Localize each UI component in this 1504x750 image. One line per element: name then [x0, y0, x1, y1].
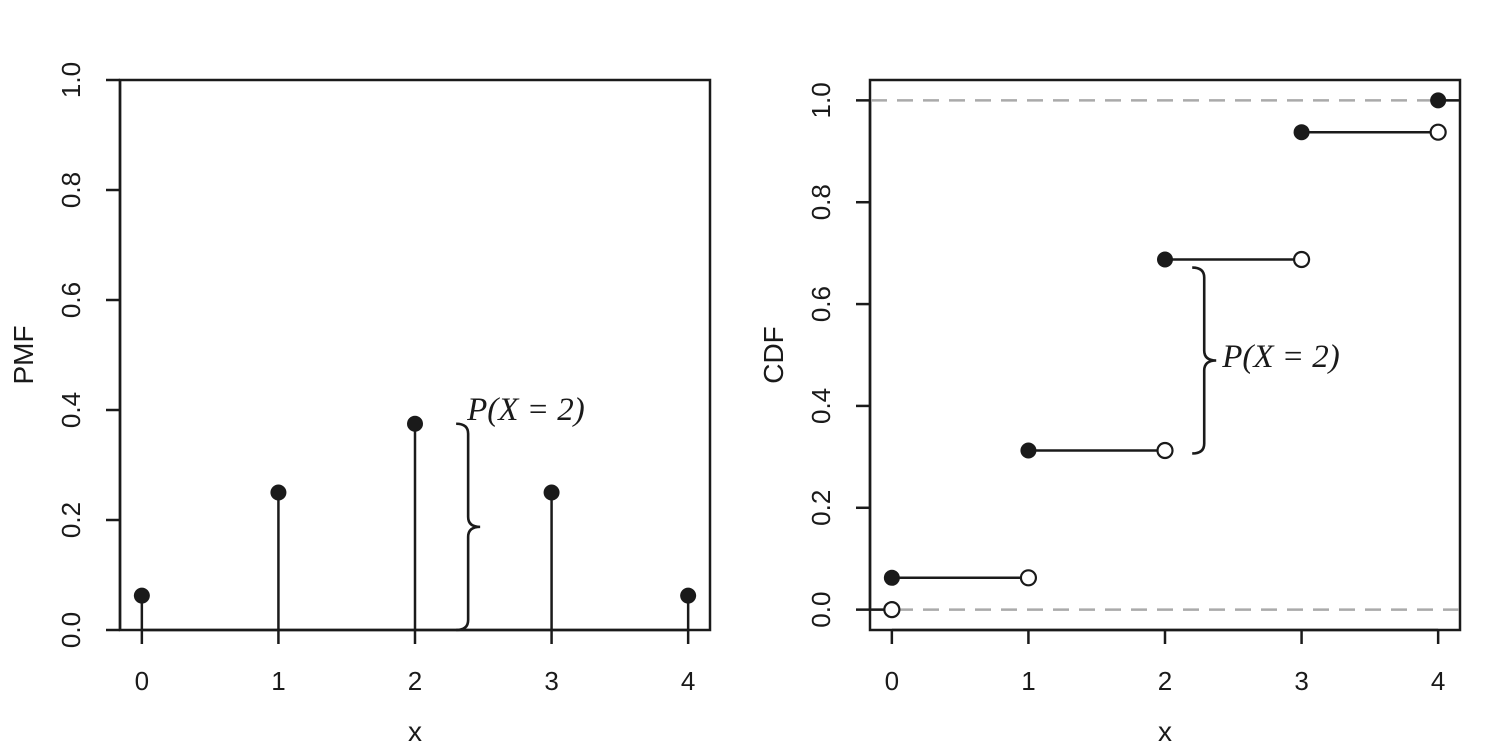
pmf-x-tick-label: 0 [135, 666, 149, 696]
pmf-point-4 [680, 587, 697, 604]
cdf-open-point-2 [1156, 441, 1174, 460]
cdf-x-tick-label: 4 [1431, 666, 1445, 696]
cdf-y-axis-label: CDF [758, 326, 789, 384]
pmf-panel: PMF x 0 1 2 3 4 0.0 0.2 0.4 0.6 0.8 1.0 P(X = 2) [8, 62, 712, 747]
cdf-point-2 [1157, 251, 1173, 268]
pmf-y-tick-label: 1.0 [56, 62, 86, 98]
pmf-x-tick-label: 3 [544, 666, 558, 696]
cdf-x-axis-label: x [1158, 716, 1172, 747]
cdf-open-point-3 [1292, 250, 1311, 269]
cdf-x-tick-label: 2 [1158, 666, 1172, 696]
pmf-x-tick-label: 1 [271, 666, 285, 696]
cdf-panel: CDF x 0 1 2 3 4 0.0 0.2 0.4 0.6 0.8 1.0 P(X = 2) [758, 78, 1462, 747]
cdf-x-tick-label: 3 [1294, 666, 1308, 696]
cdf-annotation: P(X = 2) [1221, 339, 1340, 375]
cdf-y-tick-label: 0.8 [806, 184, 836, 220]
cdf-x-tick-label: 1 [1021, 666, 1035, 696]
pmf-x-axis: 0 1 2 3 4 [135, 628, 695, 696]
pmf-y-axis-label: PMF [8, 325, 39, 384]
cdf-y-tick-label: 0.6 [806, 286, 836, 322]
cdf-x-tick-label: 0 [885, 666, 899, 696]
pmf-brace [456, 422, 481, 632]
pmf-stems [133, 415, 697, 630]
cdf-open-point-1 [1019, 569, 1038, 587]
cdf-point-4 [1430, 92, 1447, 109]
pmf-point-2 [407, 415, 423, 432]
pmf-y-tick-label: 0.4 [56, 392, 86, 428]
cdf-open-point-0 [883, 601, 901, 619]
cdf-point-3 [1293, 124, 1310, 141]
pmf-annotation: P(X = 2) [466, 392, 585, 428]
cdf-reference-lines [871, 99, 1459, 611]
pmf-x-axis-label: x [408, 716, 422, 747]
pmf-point-0 [133, 587, 150, 604]
pmf-point-3 [543, 484, 560, 501]
pmf-point-1 [270, 484, 287, 501]
cdf-y-tick-label: 0.2 [806, 490, 836, 526]
pmf-y-tick-label: 0.8 [56, 172, 86, 208]
cdf-plot-frame [868, 78, 1462, 632]
pmf-y-axis: 0.0 0.2 0.4 0.6 0.8 1.0 [56, 62, 122, 648]
cdf-x-axis: 0 1 2 3 4 [885, 628, 1445, 696]
cdf-y-tick-label: 0.4 [806, 388, 836, 424]
pmf-x-tick-label: 4 [681, 666, 695, 696]
cdf-y-tick-label: 1.0 [806, 82, 836, 118]
cdf-steps [871, 92, 1459, 619]
pmf-y-tick-label: 0.0 [56, 612, 86, 648]
cdf-point-0 [883, 569, 900, 586]
pmf-y-tick-label: 0.6 [56, 282, 86, 318]
pmf-y-tick-label: 0.2 [56, 502, 86, 538]
cdf-open-point-4 [1429, 123, 1447, 141]
cdf-y-axis: 0.0 0.2 0.4 0.6 0.8 1.0 [806, 82, 872, 628]
cdf-y-tick-label: 0.0 [806, 592, 836, 628]
pmf-x-tick-label: 2 [408, 666, 422, 696]
cdf-brace [1192, 266, 1217, 455]
cdf-point-1 [1020, 442, 1037, 459]
